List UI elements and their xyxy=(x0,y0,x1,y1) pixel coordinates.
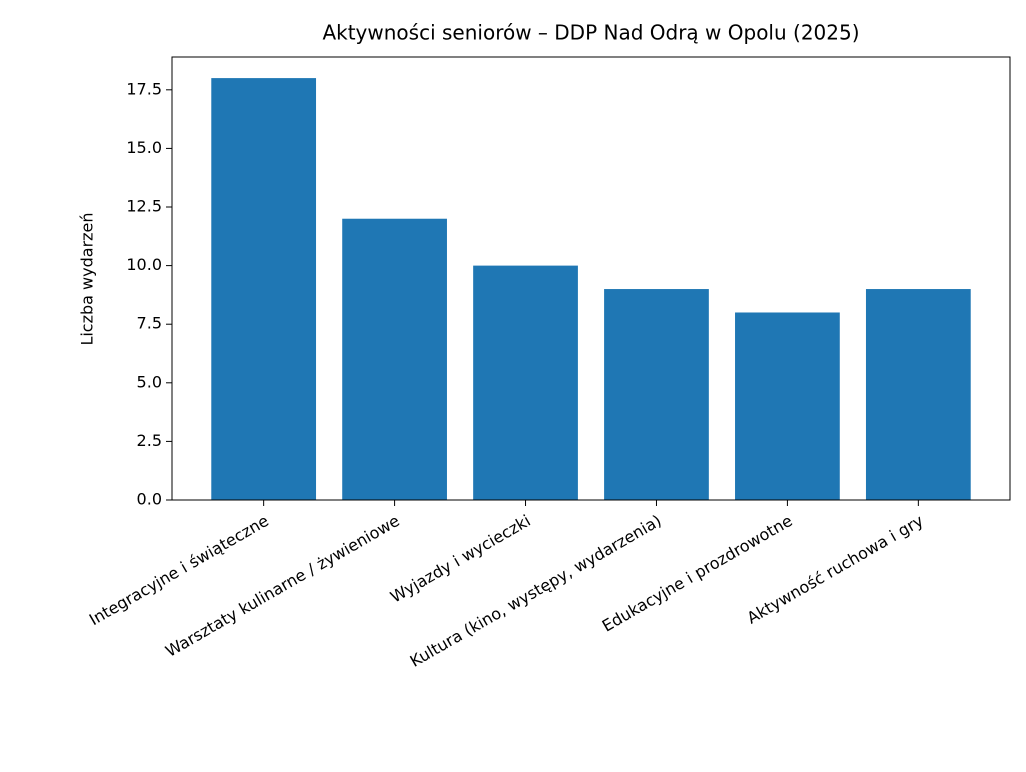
x-tick-label: Kultura (kino, występy, wydarzenia) xyxy=(407,511,665,671)
y-tick-label: 2.5 xyxy=(137,431,162,450)
y-tick-label: 10.0 xyxy=(126,255,162,274)
bar xyxy=(211,78,317,500)
y-tick-label: 0.0 xyxy=(137,490,162,509)
y-tick-label: 5.0 xyxy=(137,372,162,391)
y-tick-label: 12.5 xyxy=(126,197,162,216)
bar xyxy=(735,312,840,500)
axes-frame xyxy=(171,56,1011,501)
y-axis-label: Liczba wydarzeń xyxy=(78,212,97,345)
y-tick-label: 7.5 xyxy=(137,314,162,333)
bar xyxy=(865,289,971,500)
bar xyxy=(604,289,709,500)
y-tick-label: 15.0 xyxy=(126,138,162,157)
chart-title: Aktywności seniorów – DDP Nad Odrą w Opo… xyxy=(322,21,859,45)
x-tick-label: Wyjazdy i wycieczki xyxy=(387,511,534,607)
bar xyxy=(342,218,447,500)
y-tick-label: 17.5 xyxy=(126,79,162,98)
x-tick-label: Warsztaty kulinarne / żywieniowe xyxy=(162,511,403,661)
bar xyxy=(473,265,578,500)
